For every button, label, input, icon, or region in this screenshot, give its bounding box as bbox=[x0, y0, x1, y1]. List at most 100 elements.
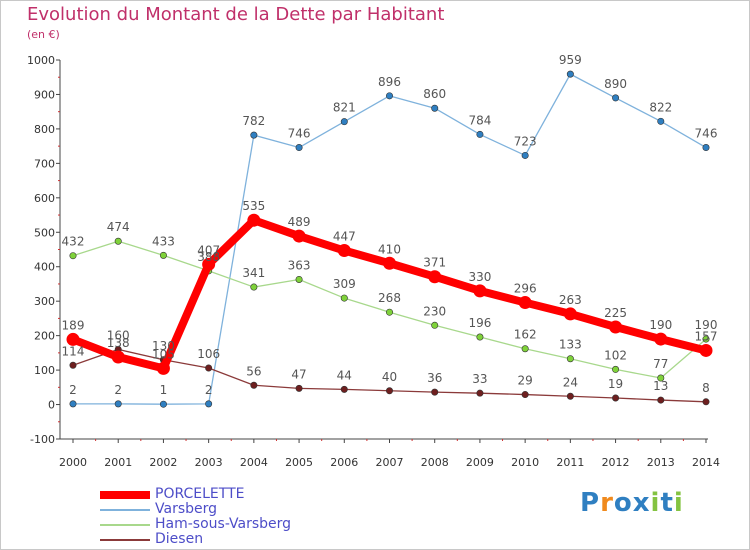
y-tick-label: 500 bbox=[34, 226, 55, 239]
data-label-diesen: 160 bbox=[107, 328, 130, 342]
point-porcelette bbox=[383, 256, 396, 270]
point-ham-sous-varsberg bbox=[340, 294, 348, 302]
point-diesen bbox=[205, 364, 213, 372]
y-tick-label: 400 bbox=[34, 261, 55, 274]
data-label-porcelette: 157 bbox=[695, 329, 718, 343]
point-porcelette bbox=[202, 257, 216, 271]
point-porcelette bbox=[518, 296, 532, 310]
logo-letter: i bbox=[650, 488, 661, 518]
point-porcelette bbox=[654, 332, 668, 346]
point-ham-sous-varsberg bbox=[114, 237, 122, 245]
point-varsberg bbox=[702, 144, 710, 152]
point-diesen bbox=[295, 384, 303, 392]
point-ham-sous-varsberg bbox=[385, 308, 393, 316]
point-diesen bbox=[476, 389, 484, 397]
data-label-ham-sous-varsberg: 196 bbox=[468, 316, 491, 330]
data-label-varsberg: 959 bbox=[559, 53, 582, 67]
point-porcelette bbox=[473, 284, 487, 298]
data-label-porcelette: 371 bbox=[423, 256, 446, 270]
data-label-ham-sous-varsberg: 432 bbox=[62, 235, 85, 249]
legend-label: Diesen bbox=[155, 531, 204, 547]
proxiti-logo: Proxiti bbox=[580, 488, 684, 518]
data-label-varsberg: 784 bbox=[468, 113, 491, 127]
y-tick-label: 1000 bbox=[27, 54, 55, 67]
data-label-varsberg: 2 bbox=[69, 383, 77, 397]
data-label-varsberg: 890 bbox=[604, 77, 627, 91]
legend-item-ham-sous-varsberg: Ham-sous-Varsberg bbox=[100, 516, 340, 532]
legend-swatch bbox=[100, 524, 150, 526]
point-diesen bbox=[566, 392, 574, 400]
y-tick-label: -100 bbox=[30, 433, 55, 446]
point-ham-sous-varsberg bbox=[566, 355, 574, 363]
data-label-ham-sous-varsberg: 190 bbox=[695, 318, 718, 332]
chart-title: Evolution du Montant de la Dette par Hab… bbox=[27, 4, 445, 25]
data-label-varsberg: 746 bbox=[695, 127, 718, 141]
x-tick-label: 2011 bbox=[556, 456, 584, 469]
point-varsberg bbox=[612, 94, 620, 102]
data-label-porcelette: 105 bbox=[152, 347, 175, 361]
data-label-varsberg: 782 bbox=[242, 114, 265, 128]
chart-subtitle: (en €) bbox=[27, 28, 60, 41]
point-ham-sous-varsberg bbox=[431, 321, 439, 329]
point-diesen bbox=[612, 394, 620, 402]
legend-label: Varsberg bbox=[155, 501, 218, 517]
point-ham-sous-varsberg bbox=[250, 283, 258, 291]
legend-swatch bbox=[100, 509, 150, 511]
data-label-diesen: 47 bbox=[291, 367, 306, 381]
logo-letter: r bbox=[600, 488, 614, 518]
data-label-ham-sous-varsberg: 341 bbox=[242, 266, 265, 280]
data-label-porcelette: 263 bbox=[559, 293, 582, 307]
x-tick-label: 2010 bbox=[511, 456, 539, 469]
legend-label: Ham-sous-Varsberg bbox=[155, 516, 292, 532]
data-label-ham-sous-varsberg: 388 bbox=[197, 250, 220, 264]
point-varsberg bbox=[521, 151, 529, 159]
data-label-ham-sous-varsberg: 230 bbox=[423, 304, 446, 318]
legend-item-diesen: Diesen bbox=[100, 531, 340, 547]
y-tick-label: 800 bbox=[34, 123, 55, 136]
point-porcelette bbox=[156, 361, 170, 375]
x-tick-label: 2014 bbox=[692, 456, 720, 469]
data-label-diesen: 33 bbox=[472, 372, 487, 386]
axes: -100 0 100 200 300 400 500 600 700 800 900 1000 2000… bbox=[27, 54, 720, 469]
data-labels: 1891381054075354894474103713302962632251… bbox=[62, 53, 718, 397]
x-tick-label: 2001 bbox=[104, 456, 132, 469]
data-label-ham-sous-varsberg: 433 bbox=[152, 234, 175, 248]
point-varsberg bbox=[114, 400, 122, 408]
legend-item-varsberg: Varsberg bbox=[100, 501, 340, 517]
data-label-diesen: 114 bbox=[62, 344, 85, 358]
point-ham-sous-varsberg bbox=[521, 345, 529, 353]
x-tick-label: 2006 bbox=[330, 456, 358, 469]
data-label-varsberg: 1 bbox=[160, 383, 168, 397]
point-ham-sous-varsberg bbox=[295, 275, 303, 283]
data-label-diesen: 56 bbox=[246, 364, 261, 378]
data-label-varsberg: 723 bbox=[514, 134, 537, 148]
point-porcelette bbox=[563, 307, 577, 321]
x-tick-label: 2002 bbox=[149, 456, 177, 469]
data-label-porcelette: 190 bbox=[649, 318, 672, 332]
data-label-diesen: 36 bbox=[427, 371, 442, 385]
data-label-ham-sous-varsberg: 309 bbox=[333, 277, 356, 291]
data-label-porcelette: 410 bbox=[378, 242, 401, 256]
y-tick-label: 700 bbox=[34, 157, 55, 170]
point-varsberg bbox=[340, 118, 348, 126]
data-label-varsberg: 2 bbox=[205, 383, 213, 397]
point-varsberg bbox=[476, 130, 484, 138]
point-varsberg bbox=[566, 70, 574, 78]
legend-swatch bbox=[100, 491, 150, 499]
point-diesen bbox=[657, 396, 665, 404]
data-label-porcelette: 535 bbox=[242, 199, 265, 213]
x-tick-label: 2003 bbox=[195, 456, 223, 469]
point-varsberg bbox=[657, 117, 665, 125]
point-varsberg bbox=[295, 144, 303, 152]
y-tick-label: 0 bbox=[48, 399, 55, 412]
point-ham-sous-varsberg bbox=[159, 251, 167, 259]
data-label-ham-sous-varsberg: 162 bbox=[514, 328, 537, 342]
point-diesen bbox=[385, 387, 393, 395]
point-porcelette bbox=[428, 270, 442, 284]
point-varsberg bbox=[385, 92, 393, 100]
data-label-porcelette: 489 bbox=[288, 215, 311, 229]
data-label-ham-sous-varsberg: 102 bbox=[604, 348, 627, 362]
point-porcelette bbox=[292, 229, 306, 243]
